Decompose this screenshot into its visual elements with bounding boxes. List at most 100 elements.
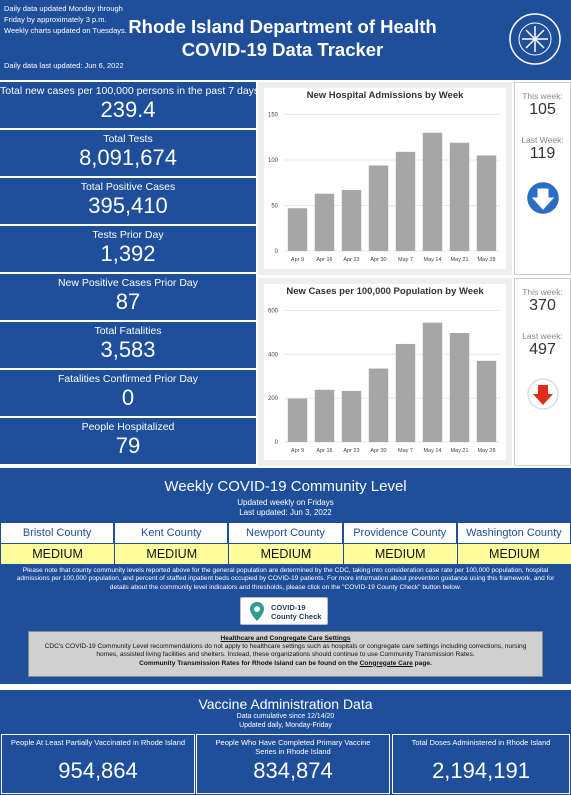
vaccine-stat-value: 2,194,191 bbox=[432, 758, 530, 783]
county-name: Newport County bbox=[228, 522, 343, 544]
y-tick-label: 600 bbox=[268, 308, 279, 314]
x-tick-label: May 21 bbox=[450, 448, 468, 454]
healthcare-link-after: page. bbox=[412, 659, 432, 667]
week-sidebar: This week: 105 Last Week: 119 bbox=[514, 82, 571, 275]
community-note: Please note that county community levels… bbox=[16, 567, 555, 591]
page-title: COVID-19 Data Tracker bbox=[181, 39, 384, 60]
this-week-label: This week: bbox=[522, 287, 563, 297]
county-level: MEDIUM bbox=[228, 544, 343, 564]
x-tick-label: Apr 23 bbox=[343, 257, 359, 263]
bar bbox=[395, 343, 416, 442]
stat-value: 79 bbox=[115, 433, 141, 458]
chart-title: New Hospital Admissions by Week bbox=[307, 90, 465, 101]
healthcare-box: Healthcare and Congregate Care Settings C… bbox=[28, 631, 543, 677]
y-tick-label: 200 bbox=[268, 396, 279, 402]
header-note: Weekly charts updated on Tuesdays. bbox=[4, 26, 127, 35]
county-name: Washington County bbox=[456, 522, 571, 544]
stat-box: Total new cases per 100,000 persons in t… bbox=[0, 82, 260, 128]
bar bbox=[341, 190, 362, 251]
section-title: Vaccine Administration Data bbox=[198, 696, 373, 712]
vaccine-stat-label: Total Doses Administered in Rhode Island bbox=[411, 738, 551, 747]
last-updated: Daily data last updated: Jun 6, 2022 bbox=[4, 61, 124, 70]
x-tick-label: May 14 bbox=[423, 448, 441, 454]
x-tick-label: Apr 9 bbox=[291, 257, 304, 263]
bar bbox=[368, 165, 389, 251]
section-subtitle: Last updated: Jun 3, 2022 bbox=[239, 508, 332, 517]
button-label: COVID-19 bbox=[271, 603, 306, 612]
y-tick-label: 0 bbox=[275, 249, 279, 255]
chart-title: New Cases per 100,000 Population by Week bbox=[286, 286, 484, 297]
trend-arrow bbox=[526, 182, 559, 214]
y-tick-label: 0 bbox=[275, 440, 279, 446]
bar bbox=[368, 368, 389, 442]
this-week-value: 105 bbox=[529, 101, 556, 118]
stat-value: 8,091,674 bbox=[79, 145, 177, 170]
y-tick-label: 100 bbox=[268, 158, 279, 164]
stat-box: Total Fatalities 3,583 bbox=[0, 322, 256, 368]
stat-value: 3,583 bbox=[100, 337, 156, 362]
vaccine-stat-value: 954,864 bbox=[58, 758, 138, 783]
vaccine-stat-box: People At Least Partially Vaccinated in … bbox=[1, 734, 195, 794]
county-level: MEDIUM bbox=[0, 544, 115, 564]
county-level: MEDIUM bbox=[114, 544, 229, 564]
last-week-label: Last Week: bbox=[521, 135, 564, 145]
chart: New Hospital Admissions by Week 0 50 100 150… bbox=[258, 82, 512, 275]
vaccine-stat-box: Total Doses Administered in Rhode Island… bbox=[392, 734, 570, 794]
bar bbox=[422, 322, 443, 442]
chart-panel: New Cases per 100,000 Population by Week… bbox=[258, 278, 512, 466]
vaccine-stat-label: People At Least Partially Vaccinated in … bbox=[10, 738, 186, 747]
stat-box: Total Positive Cases 395,410 bbox=[0, 178, 256, 224]
bar bbox=[476, 155, 497, 251]
logo bbox=[509, 13, 561, 65]
x-tick-label: Apr 23 bbox=[343, 448, 359, 454]
section-subtitle: Updated weekly on Fridays bbox=[237, 498, 334, 507]
healthcare-text: CDC's COVID-19 Community Level recommend… bbox=[44, 643, 527, 659]
bar bbox=[314, 193, 335, 251]
bar bbox=[287, 398, 308, 442]
y-tick-label: 150 bbox=[268, 113, 279, 119]
header bbox=[0, 0, 571, 80]
bar bbox=[449, 332, 470, 442]
stat-label: Total new cases per 100,000 persons in t… bbox=[0, 85, 260, 97]
page-title: Rhode Island Department of Health bbox=[128, 16, 437, 37]
stat-box: Tests Prior Day 1,392 bbox=[0, 226, 256, 272]
x-tick-label: May 14 bbox=[423, 257, 441, 263]
last-week-value: 119 bbox=[529, 145, 556, 162]
this-week-value: 370 bbox=[529, 297, 556, 314]
last-week-value: 497 bbox=[529, 341, 556, 358]
trend-arrow bbox=[526, 378, 559, 410]
x-tick-label: May 28 bbox=[477, 257, 495, 263]
stat-value: 0 bbox=[121, 385, 135, 410]
healthcare-link-before: Community Transmission Rates for Rhode I… bbox=[139, 659, 360, 667]
chart: New Cases per 100,000 Population by Week… bbox=[258, 278, 512, 466]
section-subtitle: Updated daily, Monday-Friday bbox=[239, 722, 332, 729]
last-week-label: Last week: bbox=[522, 331, 563, 341]
stat-label: New Positive Cases Prior Day bbox=[57, 277, 199, 289]
vaccine-stat-value: 834,874 bbox=[253, 758, 333, 783]
vaccine-stat-label: People Who Have Completed Primary Vaccin… bbox=[215, 738, 371, 756]
county-check-button[interactable]: COVID-19 County Check bbox=[240, 597, 328, 625]
section-subtitle: Data cumulative since 12/14/20 bbox=[236, 713, 335, 720]
bar bbox=[476, 360, 497, 442]
stat-label: Fatalities Confirmed Prior Day bbox=[57, 373, 199, 385]
stat-box: People Hospitalized 79 bbox=[0, 418, 256, 464]
congregate-care-link[interactable]: Congregate Care bbox=[359, 659, 413, 667]
county-level: MEDIUM bbox=[456, 544, 571, 564]
stat-box: Total Tests 8,091,674 bbox=[0, 130, 256, 176]
healthcare-link-line: Community Transmission Rates for Rhode I… bbox=[41, 660, 530, 668]
stat-label: People Hospitalized bbox=[81, 421, 175, 433]
x-tick-label: May 21 bbox=[450, 257, 468, 263]
x-tick-label: May 7 bbox=[398, 448, 413, 454]
bar bbox=[287, 208, 308, 251]
stat-label: Total Positive Cases bbox=[80, 181, 176, 193]
community-header bbox=[0, 468, 571, 522]
county-name: Bristol County bbox=[0, 522, 115, 544]
section-title: Weekly COVID-19 Community Level bbox=[164, 478, 407, 495]
vaccine-panel bbox=[0, 690, 571, 795]
stat-value: 87 bbox=[115, 289, 141, 314]
bar bbox=[341, 390, 362, 442]
stat-label: Total Fatalities bbox=[94, 325, 162, 337]
x-tick-label: Apr 16 bbox=[316, 257, 332, 263]
location-icon bbox=[250, 602, 264, 621]
